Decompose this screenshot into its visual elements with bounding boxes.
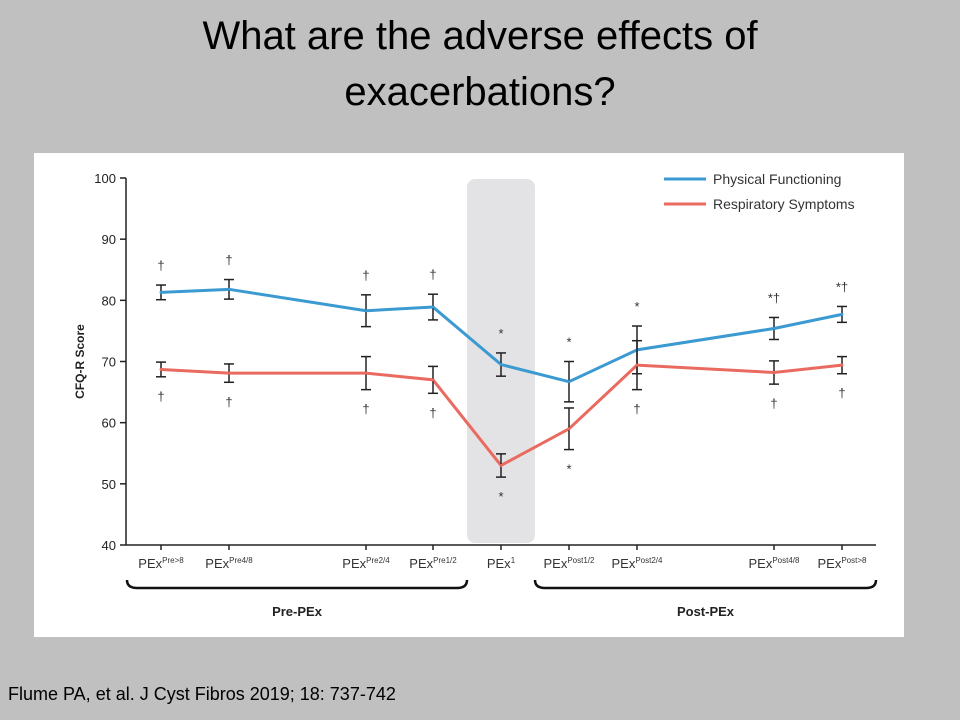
citation: Flume PA, et al. J Cyst Fibros 2019; 18:… bbox=[8, 684, 396, 704]
data-point bbox=[227, 371, 231, 375]
data-point bbox=[227, 287, 231, 291]
data-point bbox=[772, 371, 776, 375]
x-tick-label: PExPre1/2 bbox=[409, 556, 457, 571]
cfqr-line-chart: 40 50 60 70 80 90 100 CFQ-R Score PExPre>8 PExPre… bbox=[73, 171, 878, 619]
data-point bbox=[159, 290, 163, 294]
y-tick-label: 40 bbox=[102, 538, 116, 553]
data-point bbox=[772, 326, 776, 330]
significance-marker: † bbox=[838, 386, 845, 401]
data-point bbox=[635, 363, 639, 367]
significance-marker: † bbox=[770, 396, 777, 411]
y-axis-title: CFQ-R Score bbox=[73, 324, 87, 399]
y-tick-label: 100 bbox=[94, 171, 116, 186]
x-tick-label: PExPre>8 bbox=[138, 556, 184, 571]
y-tick-label: 70 bbox=[102, 355, 116, 370]
post-pex-label: Post-PEx bbox=[677, 604, 735, 619]
x-tick-label: PEx1 bbox=[487, 556, 516, 571]
post-pex-bracket bbox=[533, 579, 878, 590]
significance-marker: * bbox=[566, 335, 571, 350]
pre-pex-label: Pre-PEx bbox=[272, 604, 323, 619]
significance-marker: * bbox=[634, 299, 639, 314]
slide-title-line-2: exacerbations? bbox=[344, 70, 616, 114]
significance-marker: *† bbox=[836, 279, 848, 294]
significance-marker: † bbox=[157, 389, 164, 404]
legend-label: Respiratory Symptoms bbox=[713, 196, 855, 212]
data-point bbox=[159, 367, 163, 371]
significance-marker: † bbox=[225, 253, 232, 268]
y-tick-label: 50 bbox=[102, 477, 116, 492]
significance-marker: * bbox=[566, 462, 571, 477]
significance-marker: * bbox=[498, 326, 503, 341]
data-point bbox=[840, 363, 844, 367]
significance-marker: † bbox=[225, 394, 232, 409]
x-tick-label: PExPost>8 bbox=[818, 556, 868, 571]
significance-marker: † bbox=[429, 405, 436, 420]
significance-marker: † bbox=[362, 402, 369, 417]
data-point bbox=[567, 427, 571, 431]
x-tick-label: PExPost1/2 bbox=[544, 556, 596, 571]
y-tick-label: 60 bbox=[102, 416, 116, 431]
slide-title: What are the adverse effects of exacerba… bbox=[0, 8, 960, 120]
data-point bbox=[364, 371, 368, 375]
data-point bbox=[840, 312, 844, 316]
significance-marker: † bbox=[633, 402, 640, 417]
x-tick-label: PExPre2/4 bbox=[342, 556, 390, 571]
significance-marker: † bbox=[362, 268, 369, 283]
data-point bbox=[499, 463, 503, 467]
legend-label: Physical Functioning bbox=[713, 171, 841, 187]
x-tick-label: PExPre4/8 bbox=[205, 556, 253, 571]
slide-title-line-1: What are the adverse effects of bbox=[202, 14, 758, 58]
x-tick-label: PExPost4/8 bbox=[749, 556, 801, 571]
significance-marker: *† bbox=[768, 290, 780, 305]
pre-pex-bracket bbox=[125, 579, 469, 590]
data-point bbox=[499, 363, 503, 367]
y-tick-label: 80 bbox=[102, 293, 116, 308]
chart-panel: 40 50 60 70 80 90 100 CFQ-R Score PExPre>8 PExPre… bbox=[34, 153, 904, 637]
significance-marker: * bbox=[498, 489, 503, 504]
data-point bbox=[431, 378, 435, 382]
significance-marker: † bbox=[157, 258, 164, 273]
y-tick-label: 90 bbox=[102, 232, 116, 247]
significance-marker: † bbox=[429, 267, 436, 282]
data-point bbox=[567, 380, 571, 384]
data-point bbox=[364, 309, 368, 313]
data-point bbox=[431, 305, 435, 309]
x-tick-label: PExPost2/4 bbox=[612, 556, 664, 571]
